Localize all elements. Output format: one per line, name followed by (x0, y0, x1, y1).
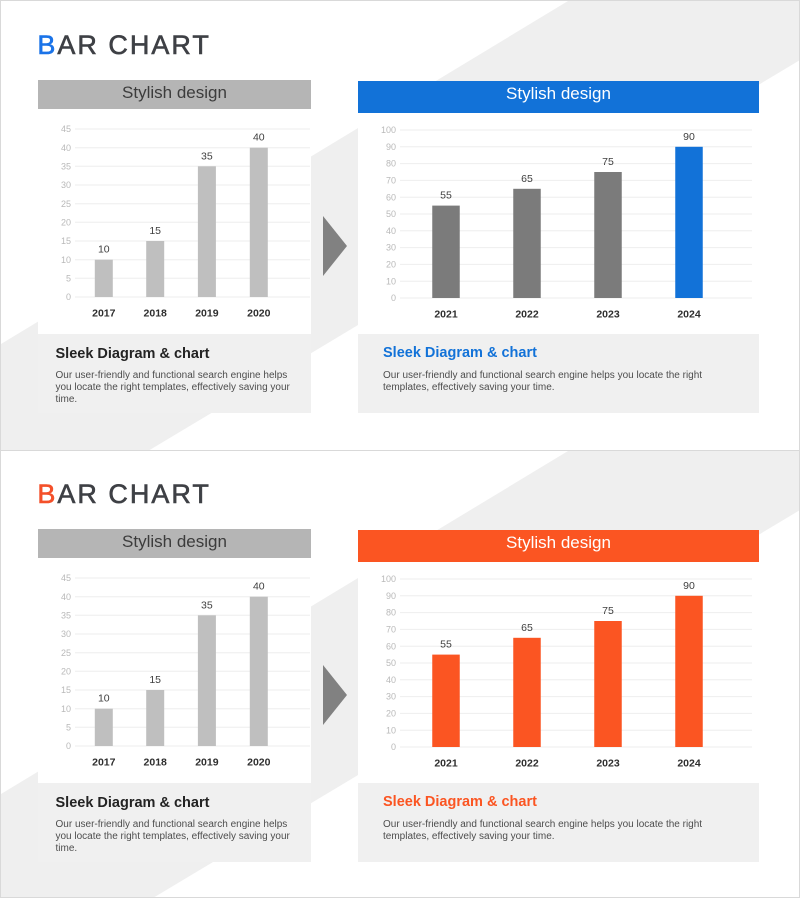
svg-text:55: 55 (440, 638, 452, 650)
svg-text:2023: 2023 (596, 308, 620, 320)
svg-text:15: 15 (61, 236, 71, 246)
svg-text:75: 75 (602, 156, 614, 168)
svg-text:2018: 2018 (144, 757, 168, 769)
svg-text:15: 15 (149, 225, 161, 237)
svg-text:20: 20 (386, 259, 396, 269)
svg-text:90: 90 (683, 579, 695, 591)
svg-text:50: 50 (386, 209, 396, 219)
svg-text:20: 20 (61, 217, 71, 227)
svg-text:40: 40 (386, 674, 396, 684)
svg-text:2021: 2021 (434, 308, 458, 320)
svg-text:90: 90 (683, 130, 695, 142)
svg-text:10: 10 (98, 693, 110, 705)
svg-text:60: 60 (386, 641, 396, 651)
svg-text:30: 30 (61, 629, 71, 639)
svg-text:40: 40 (386, 225, 396, 235)
svg-text:10: 10 (98, 244, 110, 256)
svg-text:15: 15 (149, 674, 161, 686)
svg-text:10: 10 (386, 276, 396, 286)
svg-text:90: 90 (386, 141, 396, 151)
svg-text:2021: 2021 (434, 757, 458, 769)
svg-text:40: 40 (253, 581, 265, 593)
svg-text:30: 30 (386, 691, 396, 701)
svg-text:2024: 2024 (677, 757, 701, 769)
svg-text:10: 10 (386, 725, 396, 735)
svg-text:35: 35 (61, 610, 71, 620)
svg-text:2019: 2019 (195, 308, 219, 320)
svg-text:10: 10 (61, 255, 71, 265)
svg-text:2018: 2018 (144, 308, 168, 320)
svg-text:80: 80 (386, 158, 396, 168)
svg-text:65: 65 (521, 621, 533, 633)
svg-text:80: 80 (386, 607, 396, 617)
svg-text:2020: 2020 (247, 757, 271, 769)
svg-text:70: 70 (386, 624, 396, 634)
svg-text:70: 70 (386, 175, 396, 185)
svg-text:20: 20 (61, 666, 71, 676)
svg-text:0: 0 (66, 292, 71, 302)
svg-text:20: 20 (386, 708, 396, 718)
svg-text:60: 60 (386, 192, 396, 202)
svg-text:75: 75 (602, 605, 614, 617)
svg-text:5: 5 (66, 722, 71, 732)
svg-text:25: 25 (61, 648, 71, 658)
svg-text:55: 55 (440, 189, 452, 201)
svg-text:2022: 2022 (515, 308, 539, 320)
svg-text:15: 15 (61, 685, 71, 695)
svg-text:10: 10 (61, 704, 71, 714)
svg-text:0: 0 (391, 293, 396, 303)
svg-text:2022: 2022 (515, 757, 539, 769)
svg-text:25: 25 (61, 199, 71, 209)
svg-text:40: 40 (61, 592, 71, 602)
svg-text:2017: 2017 (92, 757, 116, 769)
svg-text:100: 100 (381, 125, 396, 135)
svg-text:2024: 2024 (677, 308, 701, 320)
svg-text:90: 90 (386, 590, 396, 600)
svg-text:40: 40 (61, 143, 71, 153)
svg-text:2020: 2020 (247, 308, 271, 320)
svg-text:5: 5 (66, 273, 71, 283)
svg-text:2023: 2023 (596, 757, 620, 769)
svg-text:30: 30 (386, 242, 396, 252)
svg-text:2019: 2019 (195, 757, 219, 769)
svg-text:35: 35 (201, 150, 213, 162)
svg-text:0: 0 (66, 741, 71, 751)
svg-text:65: 65 (521, 172, 533, 184)
svg-text:100: 100 (381, 574, 396, 584)
svg-text:45: 45 (61, 573, 71, 583)
svg-text:2017: 2017 (92, 308, 116, 320)
svg-text:0: 0 (391, 742, 396, 752)
svg-text:30: 30 (61, 180, 71, 190)
svg-text:50: 50 (386, 658, 396, 668)
svg-text:40: 40 (253, 132, 265, 144)
svg-text:35: 35 (201, 599, 213, 611)
svg-text:35: 35 (61, 161, 71, 171)
svg-text:45: 45 (61, 124, 71, 134)
